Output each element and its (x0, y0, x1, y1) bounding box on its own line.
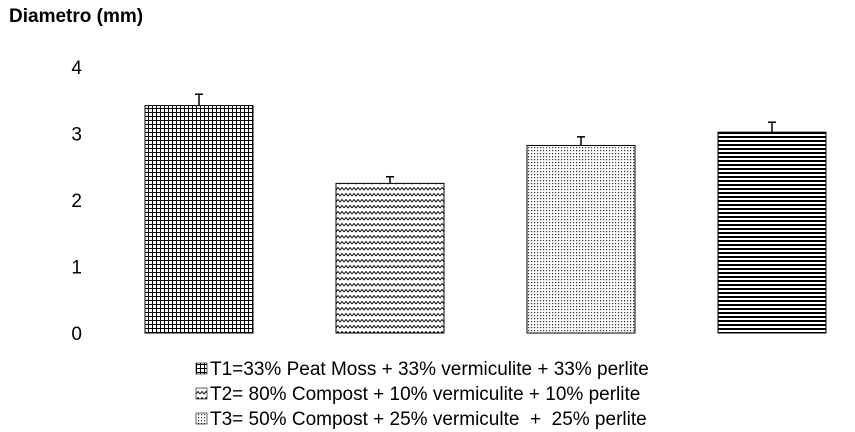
bar-3 (526, 144, 636, 334)
y-tick-label: 2 (71, 191, 82, 212)
y-tick-label: 4 (71, 58, 82, 79)
error-bars (195, 93, 776, 184)
y-axis-title: Diametro (mm) (9, 6, 143, 27)
legend-item-label: T3= 50% Compost + 25% vermiculte + 25% p… (210, 409, 647, 430)
y-tick-label: 1 (71, 258, 82, 279)
legend-swatch (195, 387, 208, 400)
bar-2 (335, 182, 445, 334)
y-tick-label: 3 (71, 125, 82, 146)
legend-item-label: T2= 80% Compost + 10% vermiculite + 10% … (210, 384, 640, 405)
bar-1 (144, 105, 254, 334)
legend-swatch (195, 412, 208, 425)
y-tick-label: 0 (71, 324, 82, 345)
legend-swatch (195, 362, 208, 375)
bar-4 (717, 131, 827, 334)
legend-item-label: T1=33% Peat Moss + 33% vermiculite + 33%… (210, 359, 649, 380)
bars (144, 105, 827, 334)
y-tick-labels: 0 1 2 3 4 (71, 58, 82, 345)
legend: T1=33% Peat Moss + 33% vermiculite + 33%… (195, 359, 649, 430)
